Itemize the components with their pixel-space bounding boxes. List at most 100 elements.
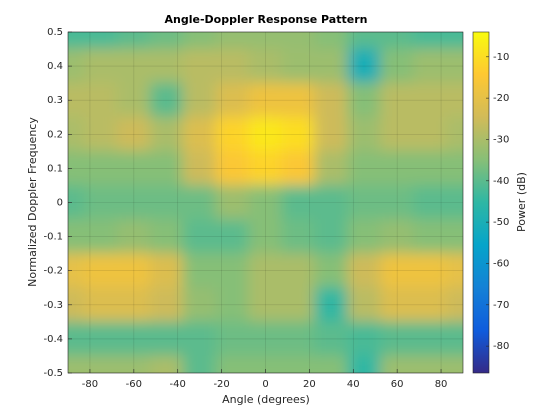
heat-cell [314,48,349,84]
heat-cell [182,150,217,186]
y-axis-label: Normalized Doppler Frequency [26,117,39,287]
heat-cell [413,355,448,373]
heat-cell [347,48,382,84]
heat-cell [215,184,250,221]
heat-cell [149,82,184,118]
colorbar-tick-label: -80 [493,341,509,352]
heat-cell [215,48,250,84]
heat-cell [380,116,415,152]
heat-cell [215,321,250,357]
heat-cell [83,82,118,118]
x-tick-label: -20 [213,379,229,390]
heat-cell [413,150,448,186]
heat-cell [380,150,415,186]
heat-cell [83,355,118,373]
heat-cell [68,82,85,118]
y-tick-label: 0 [57,198,63,209]
heat-cell [281,150,316,186]
heat-cell [83,32,118,50]
heat-cell [248,32,283,50]
heat-cell [446,82,463,118]
heat-cell [149,219,184,255]
heat-cell [149,321,184,357]
heat-cell [314,116,349,152]
heat-cell [83,287,118,323]
heat-cell [68,150,85,186]
heat-cell [215,150,250,186]
heat-cell [68,253,85,289]
heat-cell [314,219,349,255]
heat-cell [215,287,250,323]
heat-cell [380,184,415,221]
heat-cell [182,219,217,255]
heat-cell [116,116,151,152]
heat-cell [281,355,316,373]
heat-cell [83,116,118,152]
heat-cell [116,219,151,255]
heat-cell [413,32,448,50]
heat-cell [116,184,151,221]
y-tick-label: -0.2 [43,266,63,277]
heat-cell [314,82,349,118]
colorbar-tick-label: -30 [493,134,509,145]
heat-cell [248,116,283,152]
heat-cell [446,253,463,289]
x-axis-label: Angle (degrees) [222,393,310,406]
heat-cell [149,287,184,323]
heat-cell [182,253,217,289]
heat-cell [347,32,382,50]
heat-cell [248,355,283,373]
x-tick-label: -60 [126,379,142,390]
heat-cell [446,48,463,84]
heat-cell [83,184,118,221]
heat-cell [347,321,382,357]
x-tick-label: -40 [170,379,186,390]
colorbar [472,31,490,374]
heat-cell [68,287,85,323]
heat-cell [281,48,316,84]
heat-cell [281,287,316,323]
heat-cell [215,219,250,255]
heat-cell [380,253,415,289]
heat-cell [68,219,85,255]
heat-cell [314,184,349,221]
heat-cell [215,32,250,50]
heat-cell [248,184,283,221]
y-tick-label: 0.5 [47,27,63,38]
heat-cell [413,219,448,255]
chart-title: Angle-Doppler Response Pattern [165,13,368,26]
heat-cell [182,321,217,357]
colorbar-tick-label: -70 [493,300,509,311]
x-tick-label: 0 [262,379,268,390]
heat-cell [281,32,316,50]
heatmap-cells [68,32,463,373]
heat-cell [215,116,250,152]
heat-cell [347,150,382,186]
x-tick-label: -80 [82,379,98,390]
heat-cell [68,32,85,50]
heat-cell [116,150,151,186]
heat-cell [314,355,349,373]
x-tick-label: 20 [303,379,316,390]
heat-cell [248,48,283,84]
y-tick-label: -0.1 [43,232,63,243]
y-tick-label: 0.1 [47,163,63,174]
heat-cell [83,48,118,84]
y-tick-label: -0.4 [43,334,63,345]
heat-cell [281,82,316,118]
heat-cell [116,48,151,84]
heat-cell [380,355,415,373]
heat-cell [413,253,448,289]
heat-cell [116,287,151,323]
heat-cell [413,116,448,152]
heat-cell [413,82,448,118]
heat-cell [314,321,349,357]
heat-cell [446,355,463,373]
heat-cell [116,321,151,357]
heat-cell [116,253,151,289]
heat-cell [248,321,283,357]
heat-cell [116,82,151,118]
heat-cell [380,48,415,84]
colorbar-label: Power (dB) [515,172,528,232]
heat-cell [281,253,316,289]
